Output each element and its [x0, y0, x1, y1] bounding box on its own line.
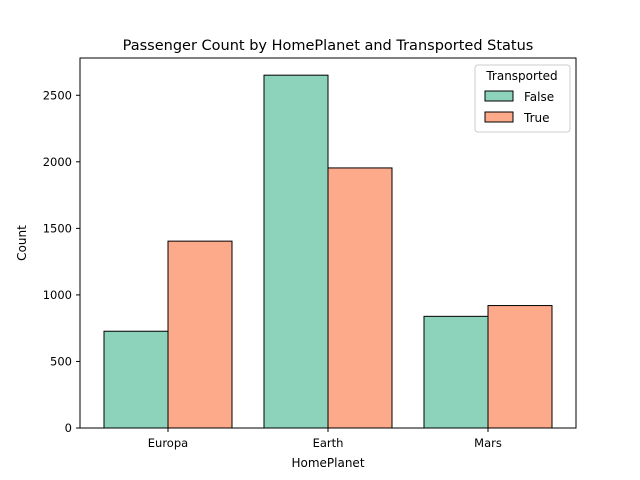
bars-layer [103, 74, 553, 429]
legend-swatch-false [484, 90, 514, 102]
legend-label-false: False [524, 90, 554, 104]
bar-mars-false [423, 315, 489, 429]
chart-title: Passenger Count by HomePlanet and Transp… [123, 38, 534, 54]
legend: Transported False True [474, 64, 571, 133]
bar-europa-true [167, 240, 233, 429]
y-tick-label-2500: 2500 [43, 88, 72, 102]
bar-earth-false [263, 74, 329, 429]
y-axis-label: Count [15, 225, 29, 261]
bar-europa-false [103, 330, 169, 429]
x-axis-label: HomePlanet [291, 456, 364, 470]
x-tick-label-europa: Europa [148, 436, 188, 450]
legend-label-true: True [523, 111, 550, 125]
x-tick-label-mars: Mars [474, 436, 502, 450]
y-tick-label-1500: 1500 [43, 221, 72, 235]
y-axis: 0 500 1000 1500 2000 2500 [43, 88, 80, 435]
y-tick-label-500: 500 [50, 354, 72, 368]
y-tick-label-2000: 2000 [43, 155, 72, 169]
y-tick-label-0: 0 [65, 421, 72, 435]
legend-title: Transported [485, 69, 557, 83]
x-tick-label-earth: Earth [313, 436, 344, 450]
bar-mars-true [487, 305, 553, 429]
legend-swatch-true [484, 111, 514, 123]
x-axis: Europa Earth Mars [148, 428, 502, 450]
y-tick-label-1000: 1000 [43, 288, 72, 302]
bar-earth-true [327, 167, 393, 429]
